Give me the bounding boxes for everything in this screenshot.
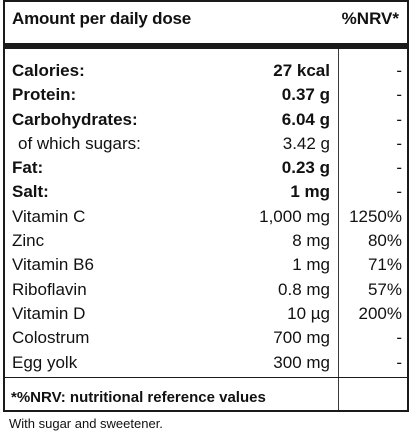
table-row: Colostrum 700 mg - xyxy=(5,326,407,350)
nutrient-nrv: 71% xyxy=(367,255,402,275)
nutrient-amount: 27 kcal xyxy=(273,61,330,80)
nutrient-name: Protein: xyxy=(12,85,77,105)
nutrient-nrv: - xyxy=(396,85,402,105)
header-amount-label: Amount per daily dose xyxy=(12,9,192,28)
nutrient-nrv: - xyxy=(396,182,402,202)
table-row: Salt: 1 mg - xyxy=(5,180,407,204)
nutrient-nrv: - xyxy=(396,133,402,153)
nutrient-amount: 0.37 g xyxy=(281,85,330,105)
nutrient-amount: 1,000 mg xyxy=(259,206,330,226)
nutrient-name: Vitamin C xyxy=(12,206,86,226)
nutrient-amount: 10 µg xyxy=(287,303,330,323)
footer-divider xyxy=(5,377,407,378)
nutrient-nrv: 1250% xyxy=(349,206,402,226)
nutrient-nrv: - xyxy=(396,328,402,348)
nutrient-name: of which sugars: xyxy=(18,133,141,153)
table-row: Egg yolk 300 mg - xyxy=(5,351,407,375)
table-row: Carbohydrates: 6.04 g - xyxy=(5,108,407,132)
nutrient-name: Vitamin B6 xyxy=(12,255,94,275)
nutrient-amount: 1 mg xyxy=(292,255,330,275)
header-nrv-label: %NRV* xyxy=(341,9,399,28)
header-divider xyxy=(5,43,407,49)
nutrient-amount: 8 mg xyxy=(292,231,330,251)
nutrient-name: Salt: xyxy=(12,182,49,202)
nutrient-nrv: - xyxy=(396,352,402,372)
table-row: Protein: 0.37 g - xyxy=(5,83,407,107)
nutrient-name: Riboflavin xyxy=(12,279,87,299)
nutrient-amount: 1 mg xyxy=(290,182,330,202)
nutrient-nrv: 200% xyxy=(358,303,402,323)
table-row: Fat: 0.23 g - xyxy=(5,156,407,180)
nutrient-name: Egg yolk xyxy=(12,352,78,372)
nutrient-nrv: - xyxy=(396,109,402,129)
table-row: Riboflavin 0.8 mg 57% xyxy=(5,278,407,302)
nutrient-nrv: 80% xyxy=(367,231,402,251)
nutrition-table: Amount per daily dose %NRV* Calories: 27 … xyxy=(3,0,409,412)
sweetener-note: With sugar and sweetener. xyxy=(9,416,163,431)
table-body: Calories: 27 kcal - Protein: 0.37 g - Carbohyd… xyxy=(5,59,407,375)
nutrient-name: Colostrum xyxy=(12,328,90,348)
nutrient-name: Vitamin D xyxy=(12,303,86,323)
nutrient-nrv: - xyxy=(396,158,402,178)
nutrient-nrv: - xyxy=(396,61,402,80)
nrv-footnote: *%NRV: nutritional reference values xyxy=(11,389,266,406)
nutrient-name: Calories: xyxy=(12,61,85,80)
table-row: Vitamin C 1,000 mg 1250% xyxy=(5,205,407,229)
table-row: of which sugars: 3.42 g - xyxy=(5,132,407,156)
table-row: Vitamin D 10 µg 200% xyxy=(5,302,407,326)
nutrient-name: Fat: xyxy=(12,158,44,178)
table-row: Vitamin B6 1 mg 71% xyxy=(5,253,407,277)
table-header: Amount per daily dose %NRV* xyxy=(5,9,407,43)
nutrient-amount: 3.42 g xyxy=(282,133,330,153)
column-divider xyxy=(338,49,339,410)
nutrient-amount: 0.23 g xyxy=(281,158,330,178)
table-row: Zinc 8 mg 80% xyxy=(5,229,407,253)
nutrient-name: Carbohydrates: xyxy=(12,109,138,129)
nutrient-amount: 300 mg xyxy=(273,352,330,372)
nutrient-amount: 700 mg xyxy=(273,328,330,348)
nutrient-amount: 0.8 mg xyxy=(278,279,330,299)
nutrient-nrv: 57% xyxy=(367,279,402,299)
nutrient-name: Zinc xyxy=(12,231,45,251)
nutrient-amount: 6.04 g xyxy=(281,109,330,129)
table-row: Calories: 27 kcal - xyxy=(5,59,407,83)
